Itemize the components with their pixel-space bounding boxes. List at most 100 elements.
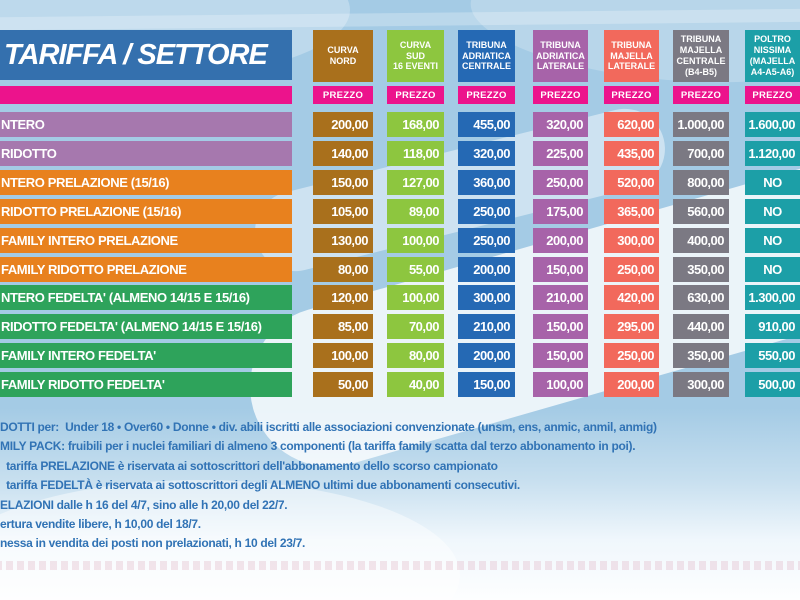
price-cell: 435,00 <box>604 141 659 166</box>
column-header-poltronissima: POLTRO NISSIMA (MAJELLA A4-A5-A6) <box>745 30 800 82</box>
price-cell: 1.300,00 <box>745 285 800 310</box>
price-cell: 1.000,00 <box>673 112 729 137</box>
price-cell: 1.120,00 <box>745 141 800 166</box>
price-value: 320,00 <box>473 146 510 161</box>
tariff-name: RIDOTTO FEDELTA' (ALMENO 14/15 E 15/16) <box>1 319 262 334</box>
price-cell: 105,00 <box>313 199 373 224</box>
price-cell: NO <box>745 170 800 195</box>
tariff-row-label: FAMILY INTERO PRELAZIONE <box>0 228 292 253</box>
tariff-row-label: NTERO FEDELTA' (ALMENO 14/15 E 15/16) <box>0 285 292 310</box>
prezzo-label: PREZZO <box>540 89 581 101</box>
price-value: 127,00 <box>402 175 439 190</box>
price-value: 550,00 <box>758 348 795 363</box>
price-cell: 350,00 <box>673 257 729 282</box>
price-cell: 210,00 <box>533 285 588 310</box>
price-value: 150,00 <box>331 175 368 190</box>
price-cell: 360,00 <box>458 170 515 195</box>
title-bar: TARIFFA / SETTORE <box>0 30 292 80</box>
price-cell: 400,00 <box>673 228 729 253</box>
price-value: 700,00 <box>687 146 724 161</box>
price-value: NO <box>763 262 782 277</box>
price-value: 175,00 <box>546 204 583 219</box>
tariff-name: FAMILY RIDOTTO PRELAZIONE <box>1 262 187 277</box>
column-header-label: CURVA NORD <box>327 45 359 66</box>
prezzo-label: PREZZO <box>322 89 364 101</box>
tariff-row-label: RIDOTTO <box>0 141 292 166</box>
price-cell: 420,00 <box>604 285 659 310</box>
prezzo-label: PREZZO <box>611 89 652 101</box>
footer-note: tariffa FEDELTÀ è riservata ai sottoscri… <box>0 478 520 492</box>
price-value: 55,00 <box>408 262 440 277</box>
price-value: 140,00 <box>331 146 368 161</box>
price-cell: 89,00 <box>387 199 444 224</box>
price-value: 400,00 <box>687 233 724 248</box>
price-value: 300,00 <box>617 233 654 248</box>
price-cell: 1.600,00 <box>745 112 800 137</box>
price-value: 360,00 <box>473 175 510 190</box>
price-cell: 127,00 <box>387 170 444 195</box>
column-header-label: TRIBUNA ADRIATICA LATERALE <box>536 39 585 72</box>
price-cell: 120,00 <box>313 285 373 310</box>
price-cell: 910,00 <box>745 314 800 339</box>
page-title: TARIFFA / SETTORE <box>4 38 268 71</box>
tariff-name: FAMILY RIDOTTO FEDELTA' <box>1 377 165 392</box>
price-value: 1.300,00 <box>748 290 795 305</box>
price-cell: 80,00 <box>387 343 444 368</box>
prezzo-cell-poltronissima: PREZZO <box>745 86 800 104</box>
prezzo-cell-tribuna-majella-laterale: PREZZO <box>604 86 659 104</box>
price-cell: 300,00 <box>604 228 659 253</box>
price-value: 350,00 <box>687 262 724 277</box>
prezzo-label: PREZZO <box>680 89 722 101</box>
price-value: 50,00 <box>337 377 369 392</box>
price-cell: 118,00 <box>387 141 444 166</box>
price-cell: NO <box>745 199 800 224</box>
price-value: 910,00 <box>758 319 795 334</box>
price-cell: 620,00 <box>604 112 659 137</box>
column-header-tribuna-majella-centrale: TRIBUNA MAJELLA CENTRALE (B4-B5) <box>673 30 729 82</box>
price-cell: 320,00 <box>458 141 515 166</box>
price-value: 80,00 <box>408 348 440 363</box>
price-cell: 40,00 <box>387 372 444 397</box>
price-value: 150,00 <box>546 262 583 277</box>
column-header-label: TRIBUNA MAJELLA LATERALE <box>607 39 656 72</box>
prezzo-strip <box>0 86 292 104</box>
footer-note: DOTTI per: Under 18 • Over60 • Donne • d… <box>0 420 657 434</box>
tariff-name: NTERO <box>1 117 45 132</box>
price-value: 440,00 <box>687 319 724 334</box>
price-cell: 440,00 <box>673 314 729 339</box>
price-value: 85,00 <box>337 319 369 334</box>
price-cell: 50,00 <box>313 372 373 397</box>
price-value: 1.600,00 <box>748 117 795 132</box>
price-cell: 560,00 <box>673 199 729 224</box>
price-value: 620,00 <box>617 117 654 132</box>
price-cell: 100,00 <box>533 372 588 397</box>
footer-note: tariffa PRELAZIONE è riservata ai sottos… <box>0 459 498 473</box>
price-cell: 100,00 <box>387 228 444 253</box>
price-value: 350,00 <box>687 348 724 363</box>
price-value: 560,00 <box>687 204 724 219</box>
price-cell: 150,00 <box>533 314 588 339</box>
column-header-curva-nord: CURVA NORD <box>313 30 373 82</box>
price-value: 1.000,00 <box>677 117 724 132</box>
tariff-row-label: FAMILY INTERO FEDELTA' <box>0 343 292 368</box>
price-value: 89,00 <box>408 204 440 219</box>
price-value: 100,00 <box>331 348 368 363</box>
prezzo-label: PREZZO <box>752 89 793 101</box>
price-value: 295,00 <box>617 319 654 334</box>
price-cell: 550,00 <box>745 343 800 368</box>
price-value: 520,00 <box>617 175 654 190</box>
price-value: NO <box>763 204 782 219</box>
price-cell: NO <box>745 257 800 282</box>
price-value: 225,00 <box>546 146 583 161</box>
price-value: 210,00 <box>473 319 510 334</box>
column-header-label: TRIBUNA ADRIATICA CENTRALE <box>462 39 511 72</box>
price-value: 130,00 <box>331 233 368 248</box>
footer-note: ELAZIONI dalle h 16 del 4/7, sino alle h… <box>0 498 288 512</box>
tariff-row-label: FAMILY RIDOTTO FEDELTA' <box>0 372 292 397</box>
price-value: 250,00 <box>617 348 654 363</box>
price-cell: 200,00 <box>458 343 515 368</box>
price-cell: 168,00 <box>387 112 444 137</box>
tariff-row-label: RIDOTTO FEDELTA' (ALMENO 14/15 E 15/16) <box>0 314 292 339</box>
tariff-row-label: NTERO <box>0 112 292 137</box>
column-header-label: CURVA SUD 16 EVENTI <box>392 39 439 72</box>
